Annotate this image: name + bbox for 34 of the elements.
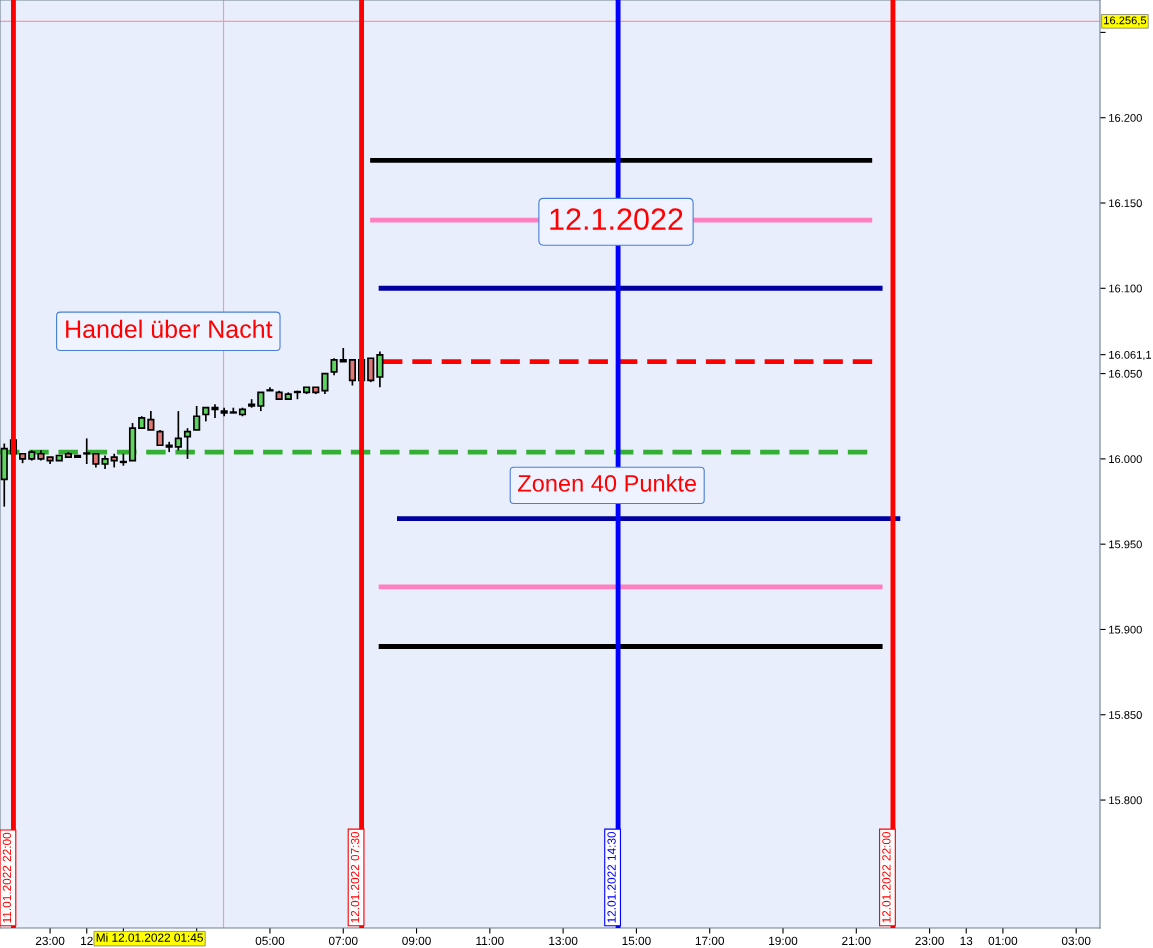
- x-tick-label: 05:00: [255, 936, 285, 945]
- text: Mi 12.01.2022 01:45: [96, 933, 203, 942]
- y-tick-label: 16.000: [1109, 455, 1142, 464]
- y-tick-label: 16.100: [1109, 284, 1142, 293]
- x-tick-label: 12: [81, 936, 93, 945]
- x-tick-label: 17:00: [695, 936, 725, 945]
- ref-line-label: 12.01.2022 14:30: [607, 831, 616, 923]
- x-tick-label: 15:00: [622, 936, 651, 945]
- x-tick-label: 21:00: [842, 936, 871, 945]
- ref-line-label: 12.01.2022 07:30: [350, 831, 360, 923]
- y-tick-label: 16.061,1: [1109, 350, 1152, 361]
- ref-line-label: 12.01.2022 22:00: [882, 831, 891, 923]
- y-tick-label: 15.800: [1109, 796, 1142, 805]
- annotation: Handel über Nacht: [66, 319, 273, 339]
- x-tick-label: 01:00: [988, 936, 1018, 945]
- x-tick-label: 09:00: [402, 936, 431, 945]
- x-tick-label: 23:00: [35, 936, 65, 945]
- ref-line-label: 11.01.2022 22:00: [2, 832, 12, 923]
- y-tick-label: 16.200: [1109, 113, 1142, 122]
- annotation: 12.1.2022: [550, 208, 683, 230]
- x-tick-label: 11:00: [476, 936, 504, 945]
- x-tick-label: 13: [960, 936, 973, 945]
- x-tick-label: 19:00: [769, 936, 798, 945]
- y-tick-label: 16.050: [1109, 369, 1142, 378]
- x-tick-label: 13:00: [549, 936, 578, 945]
- ref-line-label: 16.256,5: [1104, 16, 1147, 26]
- x-tick-label: 03:00: [1061, 936, 1091, 945]
- y-tick-label: 15.900: [1109, 625, 1142, 634]
- y-tick-label: 15.950: [1109, 540, 1142, 549]
- annotation: Zonen 40 Punkte: [518, 474, 697, 492]
- x-tick-label: 07:00: [328, 936, 358, 945]
- y-tick-label: 16.150: [1109, 199, 1142, 208]
- x-tick-label: 23:00: [915, 936, 944, 945]
- y-tick-label: 15.850: [1109, 711, 1142, 719]
